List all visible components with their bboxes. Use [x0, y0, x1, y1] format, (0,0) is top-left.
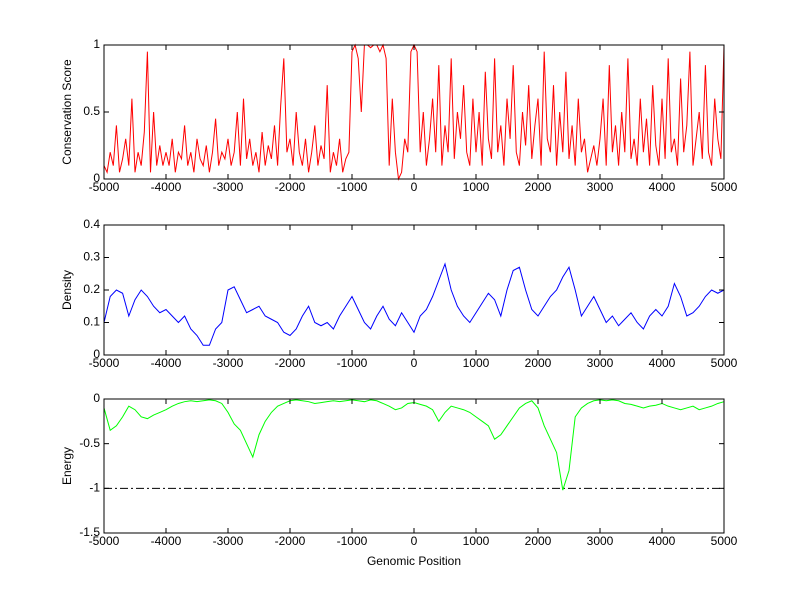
- x-tick-label: -2000: [275, 356, 306, 370]
- y-tick-label: 0.2: [83, 282, 100, 296]
- x-tick-label: -1000: [337, 356, 368, 370]
- x-tick-label: -3000: [213, 534, 244, 548]
- x-tick-label: 2000: [525, 180, 552, 194]
- y-tick-label: -0.5: [79, 436, 100, 450]
- x-tick-label: 4000: [649, 534, 676, 548]
- y-tick-label: 0: [93, 171, 100, 185]
- x-tick-label: -3000: [213, 180, 244, 194]
- x-tick-label: 1000: [463, 534, 490, 548]
- y-tick-label: 0: [93, 347, 100, 361]
- x-axis-label: Genomic Position: [367, 554, 461, 568]
- x-tick-label: 1000: [463, 180, 490, 194]
- x-tick-label: 3000: [587, 356, 614, 370]
- y-axis-label: Density: [60, 270, 74, 310]
- x-tick-label: 5000: [711, 180, 738, 194]
- y-axis-label: Energy: [60, 447, 74, 485]
- x-tick-label: -5000: [89, 534, 120, 548]
- y-axis-label: Conservation Score: [60, 59, 74, 165]
- x-tick-label: 3000: [587, 534, 614, 548]
- x-tick-label: -5000: [89, 356, 120, 370]
- y-tick-label: 0.5: [83, 104, 100, 118]
- y-tick-label: 0.3: [83, 250, 100, 264]
- x-tick-label: 4000: [649, 356, 676, 370]
- y-tick-label: 0.4: [83, 217, 100, 231]
- x-tick-label: -4000: [151, 534, 182, 548]
- x-tick-label: 0: [411, 356, 418, 370]
- x-tick-label: -2000: [275, 534, 306, 548]
- y-tick-label: 0: [93, 391, 100, 405]
- data-line: [103, 262, 725, 346]
- x-tick-label: 5000: [711, 534, 738, 548]
- axes-background: [104, 225, 724, 355]
- x-tick-label: -5000: [89, 180, 120, 194]
- x-tick-label: 4000: [649, 180, 676, 194]
- y-tick-label: -1: [89, 481, 100, 495]
- y-tick-label: 0.1: [83, 315, 100, 329]
- x-tick-label: -2000: [275, 180, 306, 194]
- y-tick-label: 1: [93, 37, 100, 51]
- y-tick-label: -1.5: [79, 525, 100, 539]
- x-tick-label: -3000: [213, 356, 244, 370]
- x-tick-label: 2000: [525, 356, 552, 370]
- x-tick-label: 1000: [463, 356, 490, 370]
- axes-background: [104, 399, 724, 533]
- x-tick-label: 0: [411, 534, 418, 548]
- x-tick-label: -4000: [151, 356, 182, 370]
- x-tick-label: -4000: [151, 180, 182, 194]
- x-tick-label: 2000: [525, 534, 552, 548]
- x-tick-label: -1000: [337, 180, 368, 194]
- x-tick-label: -1000: [337, 534, 368, 548]
- x-tick-label: 5000: [711, 356, 738, 370]
- x-tick-label: 3000: [587, 180, 614, 194]
- x-tick-label: 0: [411, 180, 418, 194]
